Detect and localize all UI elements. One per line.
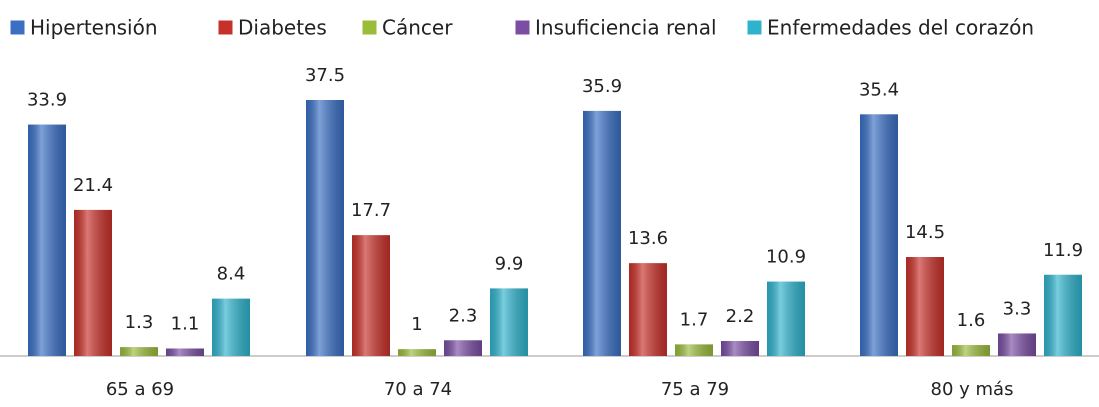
bar-shade xyxy=(352,235,390,356)
data-label: 8.4 xyxy=(217,264,246,285)
data-label: 2.3 xyxy=(449,305,478,326)
bar-shade xyxy=(444,340,482,356)
data-label: 35.4 xyxy=(859,79,899,100)
data-label: 1.6 xyxy=(957,310,986,331)
data-label: 33.9 xyxy=(27,90,67,111)
bar-shade xyxy=(675,344,713,356)
bar-shade xyxy=(952,345,990,356)
x-tick-label: 70 a 74 xyxy=(384,379,452,400)
x-tick-label: 75 a 79 xyxy=(661,379,729,400)
data-label: 35.9 xyxy=(582,76,622,97)
bar-shade xyxy=(166,348,204,356)
data-label: 1.3 xyxy=(125,312,154,333)
bar-shade xyxy=(767,281,805,356)
data-label: 3.3 xyxy=(1003,298,1032,319)
data-label: 1.7 xyxy=(680,309,709,330)
bar-shade xyxy=(74,209,112,356)
legend-swatch xyxy=(217,19,234,36)
bar-shade xyxy=(306,100,344,356)
data-label: 37.5 xyxy=(305,65,345,86)
legend-label: Cáncer xyxy=(382,16,453,40)
x-tick-label: 80 y más xyxy=(931,379,1014,400)
data-label: 14.5 xyxy=(905,222,945,243)
legend-swatch xyxy=(9,19,26,36)
data-label: 1.1 xyxy=(171,313,200,334)
bar-shade xyxy=(1044,274,1082,356)
data-label: 10.9 xyxy=(766,247,806,268)
bar-shade xyxy=(490,288,528,356)
legend-label: Insuficiencia renal xyxy=(535,16,717,40)
data-label: 2.2 xyxy=(726,306,755,327)
legend-swatch xyxy=(514,19,531,36)
bar-shade xyxy=(28,124,66,357)
bar-shade xyxy=(629,263,667,356)
bar-shade xyxy=(212,298,250,356)
legend-label: Hipertensión xyxy=(30,16,158,40)
x-tick-label: 65 a 69 xyxy=(106,379,174,400)
legend-label: Diabetes xyxy=(238,16,327,40)
bar-shade xyxy=(398,349,436,356)
data-label: 1 xyxy=(411,314,422,335)
bar-shade xyxy=(120,347,158,356)
bar-shade xyxy=(721,340,759,356)
data-label: 9.9 xyxy=(495,253,524,274)
data-label: 17.7 xyxy=(351,200,391,221)
data-label: 11.9 xyxy=(1043,240,1083,261)
bar-shade xyxy=(906,257,944,356)
bar-shade xyxy=(860,114,898,356)
legend-label: Enfermedades del corazón xyxy=(767,16,1034,40)
legend-swatch xyxy=(746,19,763,36)
data-label: 13.6 xyxy=(628,228,668,249)
legend-swatch xyxy=(361,19,378,36)
bar-shade xyxy=(583,110,621,356)
bar-shade xyxy=(998,333,1036,356)
data-label: 21.4 xyxy=(73,175,113,196)
